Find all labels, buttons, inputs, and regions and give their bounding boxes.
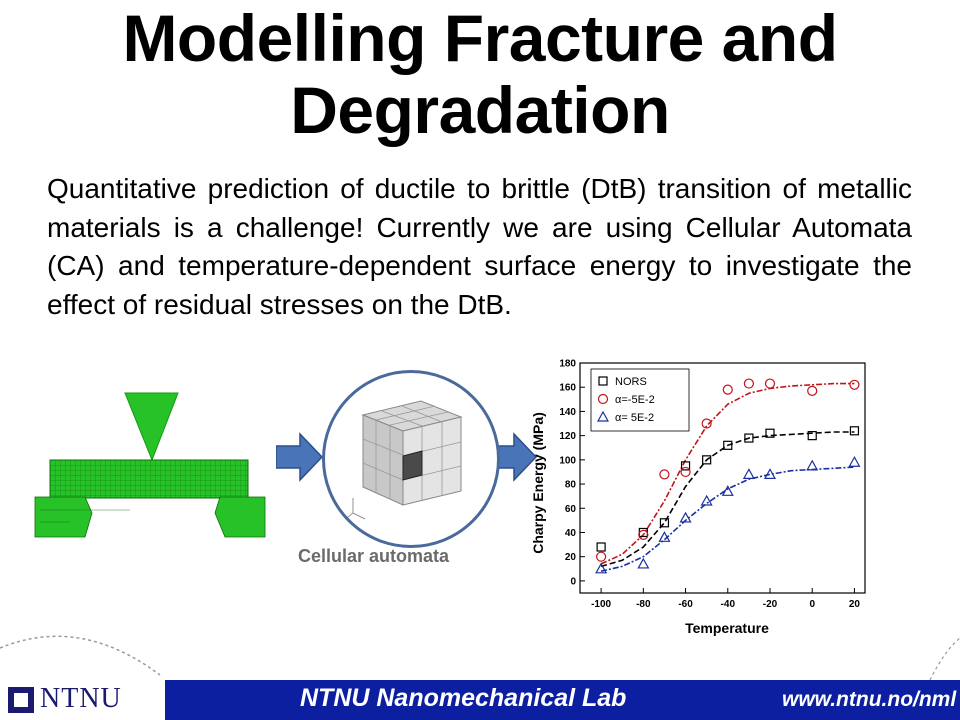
specimen-mesh <box>49 459 249 499</box>
legend-marker-series-2 <box>597 393 609 405</box>
legend-label-series-2: α=-5E-2 <box>615 394 655 406</box>
charpy-energy-chart: 0 20 40 60 80 100 120 140 160 180 -100 -80 -60 -40 -2… <box>530 359 866 636</box>
data-point-series-2 <box>807 385 818 396</box>
left-support <box>34 496 93 538</box>
data-point-series-3 <box>658 531 671 542</box>
ntnu-logo: NTNU <box>0 680 165 720</box>
data-point-series-1 <box>849 426 860 436</box>
fit-line-series-1 <box>600 431 855 568</box>
data-point-series-2 <box>638 529 649 540</box>
data-point-series-2 <box>764 378 776 389</box>
slide-title-line1: Modelling Fracture and <box>122 1 838 75</box>
y-tick-label: 20 <box>565 552 577 563</box>
legend-label-series-3: α= 5E-2 <box>615 412 654 424</box>
data-point-series-1 <box>807 431 817 441</box>
ca-cube-illustration <box>342 400 463 522</box>
data-point-series-3 <box>700 494 713 506</box>
slide-title-line2: Degradation <box>290 73 670 147</box>
footer-lab-name: NTNU Nanomechanical Lab <box>300 684 627 712</box>
slide-title: Modelling Fracture and Degradation <box>0 2 960 146</box>
y-tick-label: 60 <box>565 504 577 515</box>
data-point-series-1 <box>659 518 670 528</box>
data-point-series-2 <box>743 378 754 389</box>
right-support <box>214 496 266 538</box>
ca-caption: Cellular automata <box>298 546 450 566</box>
y-tick-label: 80 <box>565 480 577 491</box>
legend-label-series-1: NORS <box>615 376 647 388</box>
fit-line-series-2 <box>600 382 855 565</box>
y-tick-label: 180 <box>559 359 576 370</box>
legend-marker-series-1 <box>598 376 608 386</box>
x-tick-label: 0 <box>809 599 815 610</box>
y-tick-label: 40 <box>565 528 577 539</box>
data-point-series-3 <box>721 485 734 496</box>
data-point-series-1 <box>596 542 606 552</box>
data-point-series-3 <box>679 511 692 523</box>
y-tick-label: 100 <box>559 455 576 466</box>
chart-legend: NORS α=-5E-2 α= 5E-2 <box>590 368 690 432</box>
x-tick-label: -100 <box>591 599 611 610</box>
x-tick-label: -20 <box>763 599 778 610</box>
arrow-right-icon <box>276 432 324 482</box>
x-tick-label: 20 <box>849 599 861 610</box>
data-point-series-2 <box>701 418 712 429</box>
x-tick-label: -80 <box>636 599 651 610</box>
data-point-series-1 <box>680 461 691 471</box>
y-tick-label: 0 <box>570 576 576 587</box>
y-tick-label: 120 <box>559 431 576 442</box>
ntnu-logo-icon <box>8 687 34 713</box>
data-point-series-2 <box>680 466 691 478</box>
x-tick-label: -40 <box>721 599 736 610</box>
data-point-series-3 <box>848 456 861 467</box>
y-tick-label: 140 <box>559 407 576 418</box>
cellular-automata-circle <box>322 370 500 548</box>
y-axis-label: Charpy Energy (MPa) <box>530 412 546 554</box>
decorative-arcs <box>0 635 960 680</box>
data-point-series-2 <box>849 379 860 390</box>
x-tick-label: -60 <box>678 599 693 610</box>
ntnu-logo-text: NTNU <box>40 683 122 714</box>
data-point-series-2 <box>596 551 607 562</box>
data-point-series-2 <box>722 384 733 395</box>
data-point-series-3 <box>595 562 608 574</box>
data-point-series-3 <box>763 468 777 479</box>
legend-marker-series-3 <box>596 410 610 422</box>
data-point-series-1 <box>723 440 733 450</box>
data-point-series-3 <box>806 459 819 471</box>
fem-mesh-illustration <box>34 392 266 538</box>
y-tick-label: 160 <box>559 383 576 394</box>
data-point-series-1 <box>702 455 712 465</box>
striker-shape <box>124 392 179 462</box>
slide-body-text: Quantitative prediction of ductile to br… <box>47 173 912 320</box>
data-point-series-1 <box>744 433 754 443</box>
footer-url[interactable]: www.ntnu.no/nml <box>782 688 957 711</box>
data-point-series-3 <box>742 468 755 479</box>
data-point-series-1 <box>765 428 775 438</box>
data-point-series-2 <box>659 469 670 480</box>
x-axis-label: Temperature <box>685 620 769 636</box>
data-point-series-3 <box>637 557 650 569</box>
